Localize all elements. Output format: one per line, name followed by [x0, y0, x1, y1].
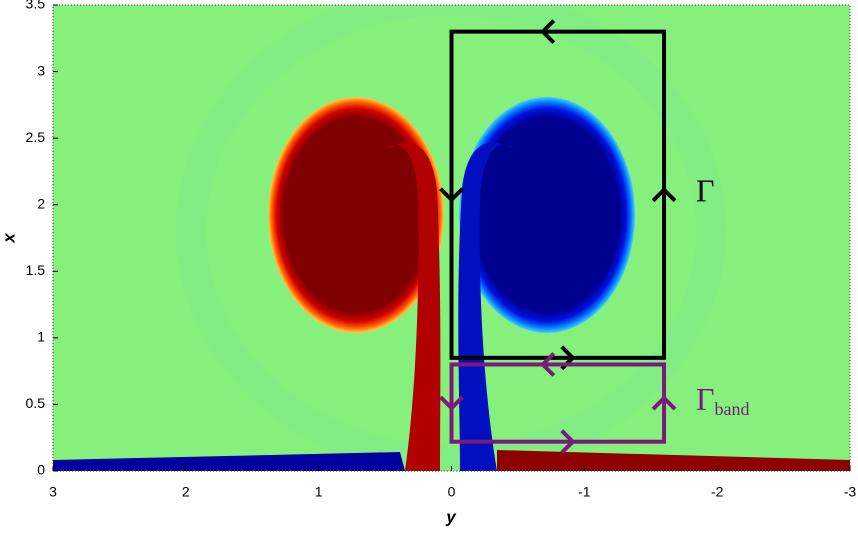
- blue-vortex: [459, 97, 635, 333]
- blue-stem: [458, 142, 515, 471]
- y-tick-label: 2: [37, 195, 45, 211]
- x-tick-label: -2: [711, 484, 724, 500]
- red-wall-layer: [497, 450, 850, 471]
- contour-arrow: [539, 352, 556, 377]
- x-tick-label: 2: [182, 484, 190, 500]
- x-tick-label: 1: [315, 484, 323, 500]
- y-tick-label: 3: [37, 62, 45, 78]
- x-tick-label: 3: [49, 484, 57, 500]
- x-axis-label: y: [445, 507, 457, 526]
- contour: [449, 362, 667, 444]
- red-stem: [385, 142, 441, 471]
- y-tick-label: 0: [37, 462, 45, 478]
- y-tick-label: 3.5: [26, 0, 46, 12]
- y-axis-label: x: [0, 232, 18, 244]
- y-tick-label: 1: [37, 329, 45, 345]
- plot-frame: [52, 4, 851, 472]
- contour-label-subscript: band: [715, 399, 750, 419]
- blue-wall-layer: [53, 452, 405, 471]
- contour-label-main: Γ: [696, 173, 715, 209]
- y-tick-label: 0.5: [26, 395, 46, 411]
- contour-label: Γband: [696, 381, 750, 419]
- field-ring: [176, 5, 726, 471]
- contour-label: Γ: [696, 173, 715, 209]
- contour-arrow: [560, 429, 576, 455]
- red-vortex: [268, 97, 444, 333]
- contour-arrow: [539, 19, 556, 45]
- contour-arrow: [651, 395, 677, 411]
- contour-arrow: [439, 187, 464, 203]
- x-tick-label: -3: [844, 484, 857, 500]
- contour: [449, 29, 667, 360]
- x-tick-label: 0: [448, 484, 456, 500]
- y-tick-label: 2.5: [26, 129, 46, 145]
- contour-arrow: [651, 186, 677, 203]
- y-tick-label: 1.5: [26, 262, 46, 278]
- contour-label-main: Γ: [696, 381, 715, 417]
- contour-arrow: [439, 395, 464, 411]
- x-tick-label: -1: [578, 484, 591, 500]
